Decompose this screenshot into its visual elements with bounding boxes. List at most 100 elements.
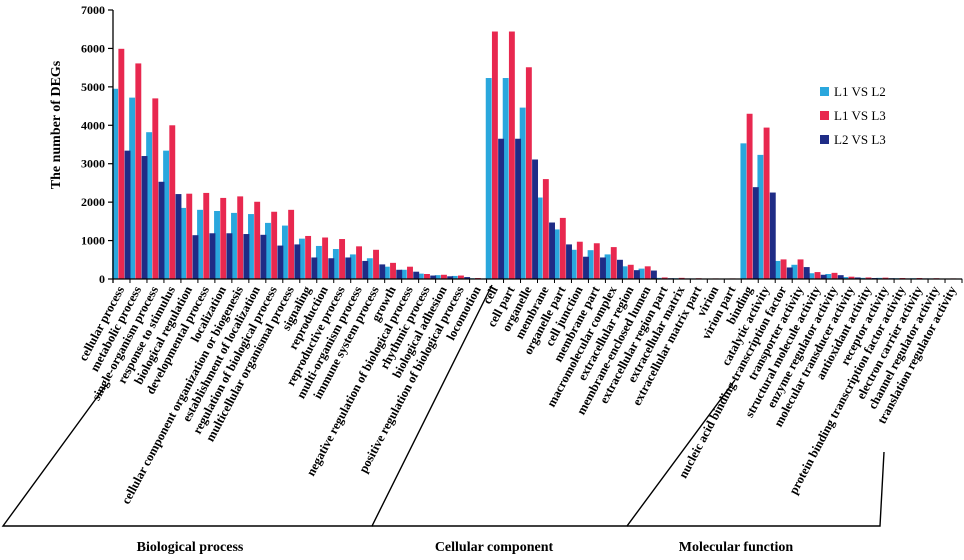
bar-l1-vs-l2-multicellular-organismal-process [281, 225, 288, 279]
bar-l2-vs-l3-organelle-part [566, 244, 572, 279]
y-tick-label: 5000 [81, 80, 105, 94]
bar-l1-vs-l3-developmental-process [203, 192, 210, 279]
bar-l2-vs-l3-localization [226, 233, 233, 279]
bar-l2-vs-l3-membrane-enclosed-lumen [650, 270, 657, 279]
bar-l1-vs-l2-macromolecular-complex [604, 254, 611, 279]
bar-l2-vs-l3-cellular-component-organization-or-biogenesis [243, 234, 250, 279]
bar-l2-vs-l3-structural-molecule-activity [820, 274, 827, 279]
bar-l1-vs-l3-antioxidant-activity [865, 277, 872, 279]
bar-l2-vs-l3-reproduction [328, 258, 335, 279]
legend-swatch-l1-vs-l2 [820, 87, 829, 96]
legend-label-l1-vs-l3: L1 VS L3 [834, 108, 886, 123]
bar-l1-vs-l2-positive-regulation-of-biological-process [451, 275, 458, 279]
group-bracket-biological-process [1, 284, 493, 527]
bar-l1-vs-l2-transporter-activity [791, 264, 798, 279]
bar-l1-vs-l3-organelle [525, 67, 532, 279]
bar-l1-vs-l3-rhythmic-process [424, 274, 430, 279]
bar-l1-vs-l2-metabolic-process [129, 97, 136, 280]
bar-l1-vs-l2-growth [383, 266, 390, 279]
bar-l2-vs-l3-reproductive-process [345, 257, 352, 279]
bar-l1-vs-l3-membrane-enclosed-lumen [644, 266, 651, 279]
bar-l1-vs-l2-membrane-enclosed-lumen [638, 268, 645, 279]
bar-l2-vs-l3-growth [396, 269, 403, 279]
bar-l1-vs-l2-single-organism-process [146, 132, 153, 279]
bar-l1-vs-l2-membrane [536, 197, 543, 279]
bar-l1-vs-l3-localization [220, 197, 227, 279]
bar-l1-vs-l2-rhythmic-process [417, 273, 424, 279]
bar-l1-vs-l2-negative-regulation-of-biological-process [400, 269, 407, 279]
legend-swatch-l1-vs-l3 [820, 111, 829, 120]
bar-l1-vs-l3-cellular-process [118, 48, 125, 280]
bar-l2-vs-l3-binding [752, 187, 759, 279]
bar-l2-vs-l3-biological-regulation [192, 235, 199, 279]
bar-l2-vs-l3-developmental-process [209, 233, 216, 279]
y-tick-label: 6000 [81, 41, 105, 55]
bar-l1-vs-l2-biological-regulation [180, 207, 187, 279]
group-label-molecular-function: Molecular function [679, 540, 794, 555]
bar-l1-vs-l3-establishment-of-localization [254, 201, 261, 279]
group-label-biological-process: Biological process [137, 540, 244, 555]
y-tick-label: 4000 [81, 118, 105, 132]
bar-l2-vs-l3-cell [498, 138, 505, 279]
bar-l1-vs-l3-binding [746, 113, 753, 279]
bar-l1-vs-l3-multi-organism-process [356, 246, 363, 279]
bar-l1-vs-l3-extracellular-region-part [661, 277, 668, 279]
bar-l1-vs-l3-immune-system-process [373, 249, 379, 279]
bar-l1-vs-l3-positive-regulation-of-biological-process [457, 275, 464, 279]
bar-l1-vs-l3-metabolic-process [135, 63, 142, 279]
bar-l1-vs-l3-cellular-component-organization-or-biogenesis [237, 196, 244, 279]
bar-l1-vs-l2-localization [214, 210, 220, 279]
y-tick-label: 0 [99, 272, 105, 286]
bar-l1-vs-l2-reproduction [315, 245, 322, 279]
legend-label-l1-vs-l2: L1 VS L2 [834, 84, 886, 99]
bar-l2-vs-l3-metabolic-process [141, 156, 148, 279]
group-bracket-molecular-function [627, 451, 885, 527]
bar-l1-vs-l2-response-to-stimulus [163, 150, 170, 279]
bar-l1-vs-l2-immune-system-process [366, 258, 373, 279]
bar-l1-vs-l3-biological-adhesion [441, 274, 447, 279]
bar-l1-vs-l2-reproductive-process [332, 249, 339, 279]
y-tick-label: 1000 [81, 234, 105, 248]
bar-l2-vs-l3-membrane-part [600, 257, 606, 279]
bar-l1-vs-l2-organelle-part [553, 229, 560, 279]
bar-l1-vs-l2-extracellular-region [621, 266, 628, 279]
bar-l1-vs-l3-enzyme-regulator-activity [831, 272, 838, 279]
bar-l2-vs-l3-extracellular-region [633, 270, 640, 279]
bar-l2-vs-l3-membrane [549, 222, 555, 279]
bar-l2-vs-l3-multi-organism-process [362, 260, 369, 279]
bar-l1-vs-l3-extracellular-region [627, 264, 634, 279]
bar-l1-vs-l3-macromolecular-complex [610, 247, 617, 279]
bar-l1-vs-l2-structural-molecule-activity [808, 273, 815, 279]
bar-l2-vs-l3-regulation-of-biological-process [277, 245, 284, 279]
y-axis: 0 1000 2000 3000 4000 5000 6000 7000 [81, 3, 963, 286]
bar-l2-vs-l3-macromolecular-complex [617, 259, 623, 279]
bar-l1-vs-l3-reproductive-process [339, 239, 346, 279]
bar-l1-vs-l2-cell [485, 78, 492, 280]
bar-l1-vs-l3-catalytic-activity [763, 127, 770, 279]
bar-l2-vs-l3-transporter-activity [803, 267, 810, 279]
bar-l2-vs-l3-response-to-stimulus [175, 194, 182, 279]
bar-l1-vs-l2-nucleic-acid-binding-transcription-factor [774, 260, 781, 279]
bar-l2-vs-l3-biological-adhesion [447, 276, 454, 279]
bar-l2-vs-l3-multicellular-organismal-process [294, 244, 301, 279]
bar-l1-vs-l3-cell-part [508, 31, 515, 279]
bar-l1-vs-l2-establishment-of-localization [248, 214, 254, 279]
bar-l2-vs-l3-establishment-of-localization [260, 234, 267, 279]
legend-swatch-l2-vs-l3 [820, 135, 829, 144]
bar-l1-vs-l2-cell-junction [570, 249, 577, 279]
bar-l1-vs-l2-biological-adhesion [434, 275, 441, 279]
bar-l2-vs-l3-molecular-transducer-activity [854, 277, 861, 279]
bar-l1-vs-l3-transporter-activity [797, 259, 804, 279]
bar-l2-vs-l3-positive-regulation-of-biological-process [464, 277, 471, 279]
bar-l1-vs-l2-cellular-component-organization-or-biogenesis [231, 212, 237, 279]
bar-l1-vs-l3-multicellular-organismal-process [288, 209, 295, 279]
bar-l1-vs-l3-receptor-activity [882, 277, 889, 279]
bar-l1-vs-l3-negative-regulation-of-biological-process [407, 266, 413, 279]
bar-l1-vs-l3-structural-molecule-activity [814, 272, 821, 279]
legend-label-l2-vs-l3: L2 VS L3 [834, 132, 886, 147]
bar-l1-vs-l3-biological-regulation [186, 193, 193, 279]
bar-l2-vs-l3-single-organism-process [158, 181, 165, 279]
y-axis-label: The number of DEGs [49, 60, 64, 189]
